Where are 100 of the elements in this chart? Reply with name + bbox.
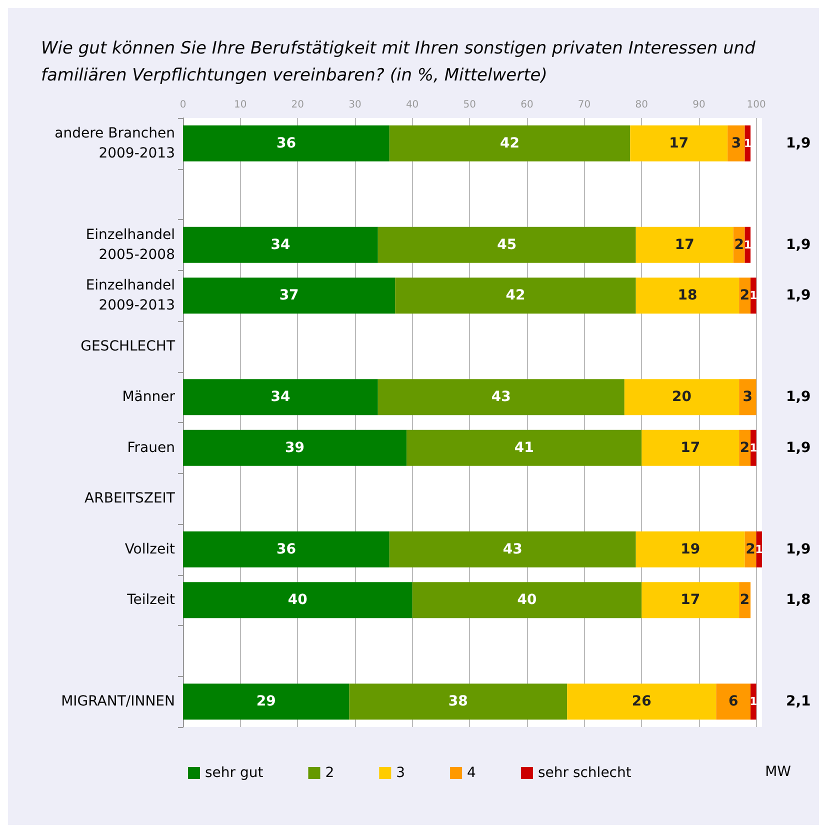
bar <box>183 531 390 568</box>
data-label: 40 <box>288 592 308 608</box>
text: 1,9 <box>786 389 811 406</box>
bar <box>636 278 740 314</box>
x-tick-label: 40 <box>406 100 419 110</box>
bar <box>412 582 642 618</box>
text: 1,9 <box>786 135 811 152</box>
data-label: 39 <box>285 440 305 456</box>
bar <box>183 226 378 263</box>
data-label: 6 <box>728 694 738 710</box>
data-label: 37 <box>279 288 299 304</box>
data-label: 18 <box>678 288 698 304</box>
y-tick-label: Einzelhandel 2005-2008 <box>86 226 175 263</box>
data-label: 17 <box>680 592 700 608</box>
data-label: 3 <box>731 135 742 152</box>
bar <box>183 684 350 720</box>
y-tick-label: GESCHLECHT <box>80 338 176 354</box>
legend-label: 2 <box>325 765 334 781</box>
x-tick-label: 100 <box>746 100 766 110</box>
x-tick-label: 90 <box>692 100 706 110</box>
y-tick-label: ARBEITSZEIT <box>84 490 176 507</box>
bar <box>406 430 642 466</box>
data-label: 17 <box>674 236 694 253</box>
bar <box>395 278 636 314</box>
data-label: 2 <box>740 592 750 608</box>
data-label: 36 <box>276 541 296 558</box>
bar <box>183 582 412 618</box>
bar <box>378 226 636 263</box>
text: 1,8 <box>786 592 811 608</box>
text: MW <box>765 764 792 780</box>
data-label: 20 <box>672 389 692 406</box>
data-label: 2 <box>740 440 750 456</box>
data-label: 19 <box>680 541 700 558</box>
data-label: 45 <box>497 236 517 253</box>
data-label: 17 <box>680 440 700 456</box>
bar <box>567 684 716 720</box>
y-tick-label: MIGRANT/INNEN <box>61 694 175 710</box>
text: 1,9 <box>786 440 811 456</box>
data-label: 34 <box>270 389 290 406</box>
bar <box>183 125 390 162</box>
legend-label: 4 <box>467 765 476 781</box>
data-label: 1 <box>750 695 758 708</box>
data-label: 42 <box>506 288 526 304</box>
x-tick-label: 50 <box>463 100 476 110</box>
x-tick-label: 70 <box>578 100 591 110</box>
x-tick-label: 80 <box>635 100 648 110</box>
y-tick-label: Teilzeit <box>126 592 176 608</box>
data-label: 42 <box>500 135 520 152</box>
y-tick-label: Einzelhandel 2009-2013 <box>86 278 175 314</box>
data-label: 2 <box>740 288 750 304</box>
y-tick-label: Frauen <box>127 440 175 456</box>
x-tick-label: 0 <box>180 100 186 110</box>
data-label: 36 <box>276 135 296 152</box>
y-tick-label: Vollzeit <box>124 541 176 558</box>
chart-title: Wie gut können Sie Ihre Berufstätigkeit mit Ihren sonstigen privaten Interessen und familiären Verpflichtungen vereinbaren? (in %, Mittelwerte) <box>41 38 756 86</box>
bar <box>750 430 756 466</box>
data-label: 1 <box>750 289 758 302</box>
bar <box>739 379 756 416</box>
data-label: 38 <box>448 694 468 710</box>
bar <box>183 430 407 466</box>
data-label: 41 <box>514 440 534 456</box>
bar <box>183 379 378 416</box>
data-label: 26 <box>632 694 652 710</box>
bar <box>728 125 745 162</box>
bar <box>750 684 756 720</box>
bar <box>642 582 740 618</box>
bar <box>630 125 728 162</box>
text: 1,9 <box>786 236 811 253</box>
bar <box>349 684 568 720</box>
data-label: 17 <box>669 135 689 152</box>
data-label: 29 <box>256 694 276 710</box>
bar <box>636 226 734 263</box>
data-label: 3 <box>742 389 753 406</box>
text: 2,1 <box>786 694 811 710</box>
data-label: 43 <box>491 389 511 406</box>
legend-label: sehr gut <box>205 765 264 781</box>
data-label: 2 <box>746 541 756 558</box>
legend-label: 3 <box>396 765 406 781</box>
bar <box>624 379 740 416</box>
bar <box>389 125 630 162</box>
bar <box>183 278 396 314</box>
y-tick-label: Männer <box>122 389 176 406</box>
legend-label: sehr schlecht <box>538 765 632 781</box>
y-tick-label: andere Branchen 2009-2013 <box>54 125 175 162</box>
bar <box>750 278 756 314</box>
x-tick-label: 20 <box>291 100 304 110</box>
x-tick-label: 60 <box>520 100 534 110</box>
x-tick-label: 30 <box>348 100 362 110</box>
text: 1,9 <box>786 288 811 304</box>
text: 1,9 <box>786 541 811 558</box>
data-label: 34 <box>270 236 290 253</box>
bar <box>389 531 636 568</box>
bar <box>716 684 751 720</box>
data-label: 2 <box>734 236 744 253</box>
bar <box>378 379 624 416</box>
data-label: 1 <box>750 441 758 454</box>
x-tick-label: 10 <box>234 100 247 110</box>
bar <box>636 531 745 568</box>
bar <box>642 430 740 466</box>
data-label: 40 <box>517 592 537 608</box>
